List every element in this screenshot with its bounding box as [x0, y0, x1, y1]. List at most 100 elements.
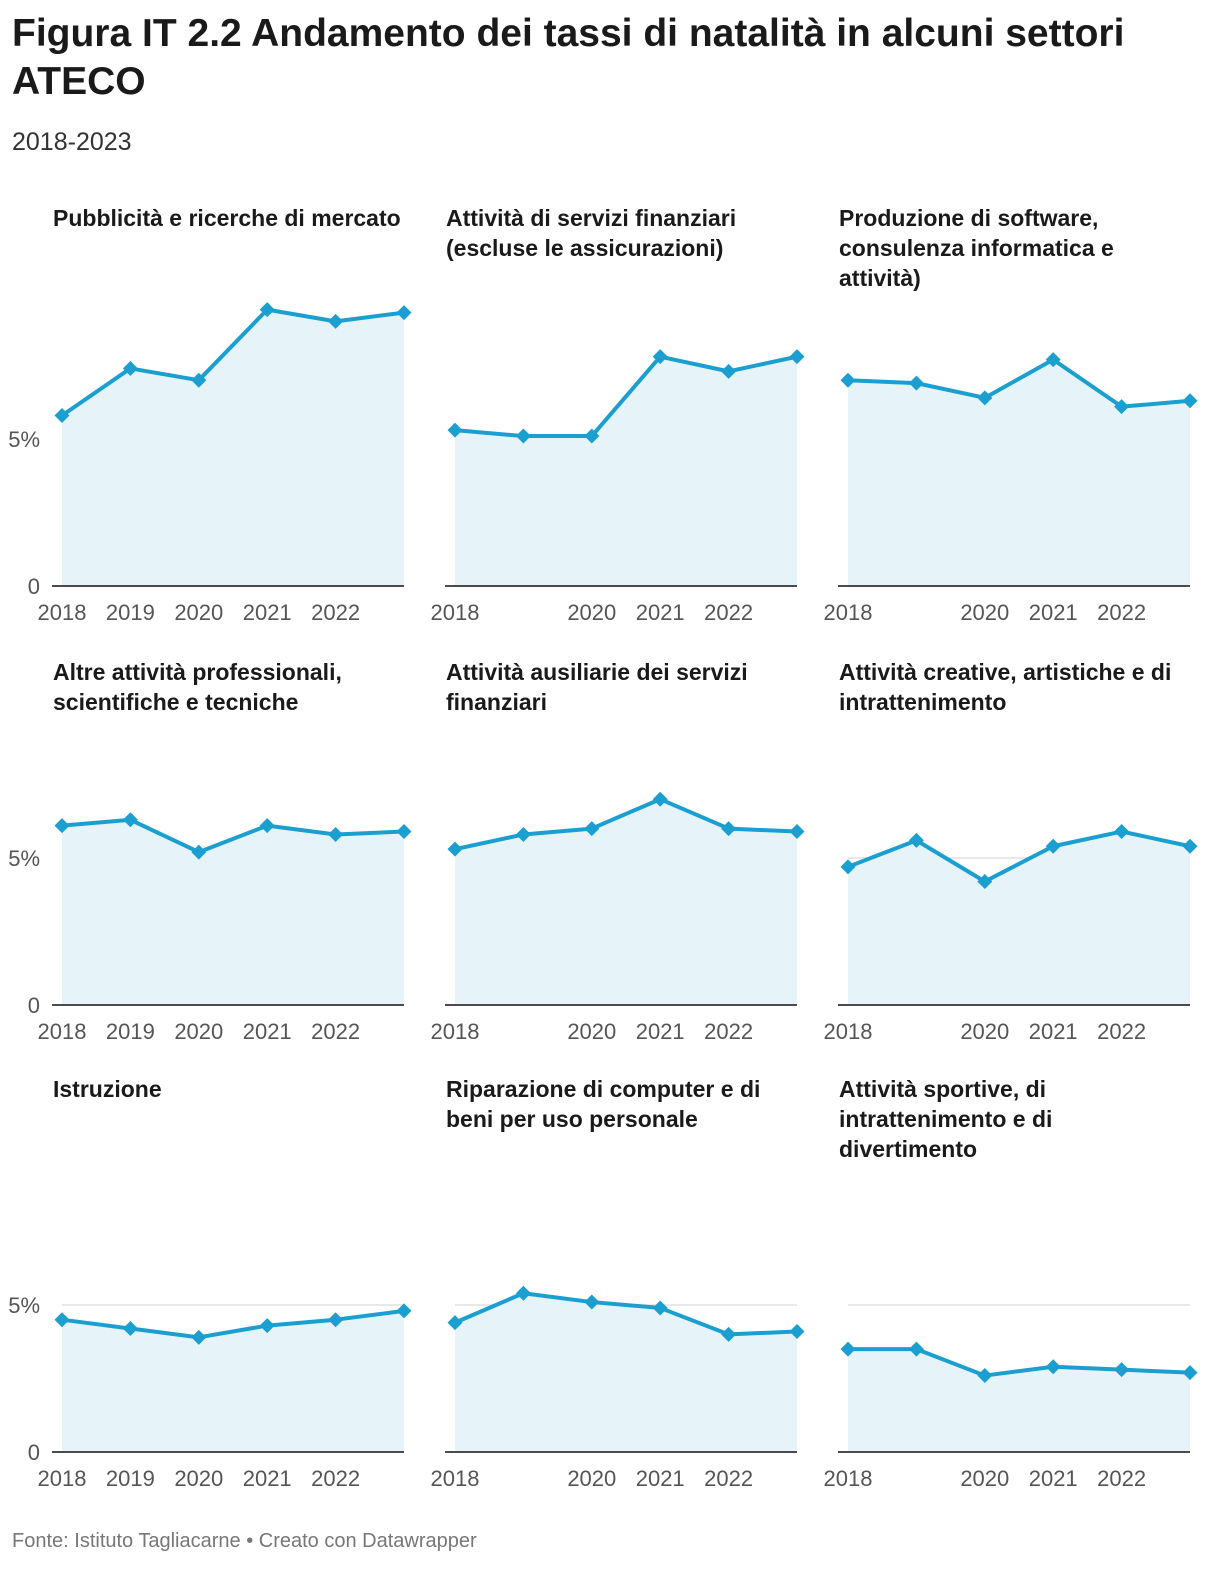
- data-point-2018: [447, 1315, 463, 1331]
- data-point-2023: [1182, 838, 1198, 854]
- x-tick-label: 2021: [243, 600, 292, 625]
- x-tick-label: 2020: [174, 1466, 223, 1491]
- data-point-2022: [721, 363, 737, 379]
- x-tick-label: 2022: [704, 600, 753, 625]
- x-tick-label: 2018: [824, 1466, 873, 1491]
- data-point-2023: [1182, 1365, 1198, 1381]
- data-point-2023: [1182, 393, 1198, 409]
- panel-title: Attività ausiliarie dei servizi finanzia…: [446, 659, 748, 715]
- data-point-2023: [789, 349, 805, 365]
- y-tick-label: 0: [28, 574, 40, 599]
- data-point-2019: [515, 428, 531, 444]
- x-tick-label: 2020: [960, 1019, 1009, 1044]
- x-tick-label: 2021: [636, 600, 685, 625]
- data-point-2019: [122, 812, 138, 828]
- x-tick-label: 2018: [38, 1019, 87, 1044]
- data-point-2018: [840, 372, 856, 388]
- x-tick-label: 2020: [960, 600, 1009, 625]
- x-tick-label: 2020: [174, 600, 223, 625]
- series-line: [454, 1291, 798, 1337]
- source-footer: Fonte: Istituto Tagliacarne • Creato con…: [12, 1530, 477, 1552]
- data-point-2022: [1114, 399, 1130, 415]
- data-point-2022: [721, 1326, 737, 1342]
- data-point-2019: [908, 832, 924, 848]
- data-point-2022: [328, 313, 344, 329]
- series-line: [848, 1347, 1191, 1378]
- data-point-2020: [977, 1368, 993, 1384]
- x-tick-label: 2018: [431, 1019, 480, 1044]
- x-tick-label: 2018: [431, 600, 480, 625]
- data-point-2023: [396, 1303, 412, 1319]
- data-point-2020: [977, 874, 993, 890]
- data-point-2018: [54, 818, 70, 834]
- y-tick-label: 0: [28, 1440, 40, 1465]
- data-point-2020: [191, 372, 207, 388]
- panel-pubblicita: Pubblicità e ricerche di mercato 0 5% 2018…: [8, 203, 412, 633]
- data-point-2021: [652, 791, 668, 807]
- panel-title: Istruzione: [53, 1076, 162, 1102]
- data-point-2018: [840, 1341, 856, 1357]
- panel-chart: 2018 2020 2021 2022: [824, 824, 1198, 1044]
- panel-sportive: Attività sportive, di intrattenimento e …: [798, 1074, 1198, 1499]
- x-tick-label: 2018: [38, 600, 87, 625]
- data-point-2022: [328, 826, 344, 842]
- data-point-2018: [54, 1312, 70, 1328]
- x-tick-label: 2020: [960, 1466, 1009, 1491]
- data-point-2021: [652, 1300, 668, 1316]
- data-point-2020: [977, 390, 993, 406]
- y-tick-label: 0: [28, 993, 40, 1018]
- panel-chart: 2018 2020 2021 2022: [431, 791, 805, 1044]
- panel-servizi-finanziari: Attività di servizi finanziari (escluse …: [405, 203, 805, 633]
- x-tick-label: 2021: [1029, 1466, 1078, 1491]
- panel-chart: 2018 2020 2021 2022: [431, 1285, 805, 1491]
- data-point-2023: [396, 305, 412, 321]
- series-line: [61, 817, 405, 855]
- x-tick-label: 2020: [174, 1019, 223, 1044]
- data-point-2021: [652, 349, 668, 365]
- data-point-2018: [447, 841, 463, 857]
- x-tick-label: 2018: [824, 600, 873, 625]
- data-point-2020: [584, 821, 600, 837]
- series-line: [847, 357, 1191, 409]
- area-fill: [455, 356, 797, 586]
- data-point-2018: [447, 422, 463, 438]
- x-tick-label: 2022: [1097, 600, 1146, 625]
- panel-chart: 2018 2020 2021 2022: [431, 349, 805, 625]
- panel-altre-attivita: Altre attività professionali, scientific…: [8, 657, 412, 1052]
- data-point-2023: [789, 1323, 805, 1339]
- x-tick-label: 2019: [106, 1019, 155, 1044]
- panel-ausiliarie: Attività ausiliarie dei servizi finanzia…: [405, 657, 805, 1052]
- area-fill: [455, 799, 797, 1005]
- x-tick-label: 2022: [704, 1466, 753, 1491]
- panel-chart: 0 5% 2018 2019 2020 2021 2022: [8, 812, 412, 1044]
- panel-istruzione: Istruzione 0 5% 2018 2019 2020 2021 2022: [8, 1074, 412, 1499]
- series-line: [60, 307, 405, 418]
- y-tick-label: 5%: [8, 846, 40, 871]
- data-point-2022: [1114, 1362, 1130, 1378]
- series-line: [454, 797, 798, 852]
- x-tick-label: 2021: [243, 1019, 292, 1044]
- data-point-2022: [328, 1312, 344, 1328]
- data-point-2021: [259, 302, 275, 318]
- data-point-2018: [840, 859, 856, 875]
- panel-chart: 2018 2020 2021 2022: [824, 352, 1198, 625]
- panel-chart: 0 5% 2018 2019 2020 2021 2022: [8, 1293, 412, 1491]
- data-point-2020: [191, 844, 207, 860]
- panel-title: Attività di servizi finanziari (escluse …: [446, 205, 737, 261]
- data-point-2021: [1045, 838, 1061, 854]
- data-point-2023: [789, 824, 805, 840]
- panel-title: Produzione di software, consulenza infor…: [839, 205, 1114, 291]
- data-point-2019: [515, 1285, 531, 1301]
- data-point-2019: [908, 1341, 924, 1357]
- data-point-2021: [1045, 352, 1061, 368]
- chart-subtitle: 2018-2023: [12, 128, 132, 156]
- y-tick-label: 5%: [8, 427, 40, 452]
- x-tick-label: 2020: [567, 1466, 616, 1491]
- data-point-2019: [515, 826, 531, 842]
- x-tick-label: 2019: [106, 1466, 155, 1491]
- chart-title: Figura IT 2.2 Andamento dei tassi di nat…: [12, 12, 1125, 103]
- x-tick-label: 2021: [243, 1466, 292, 1491]
- area-fill: [62, 309, 404, 586]
- panel-software: Produzione di software, consulenza infor…: [798, 203, 1198, 633]
- area-fill: [848, 359, 1190, 586]
